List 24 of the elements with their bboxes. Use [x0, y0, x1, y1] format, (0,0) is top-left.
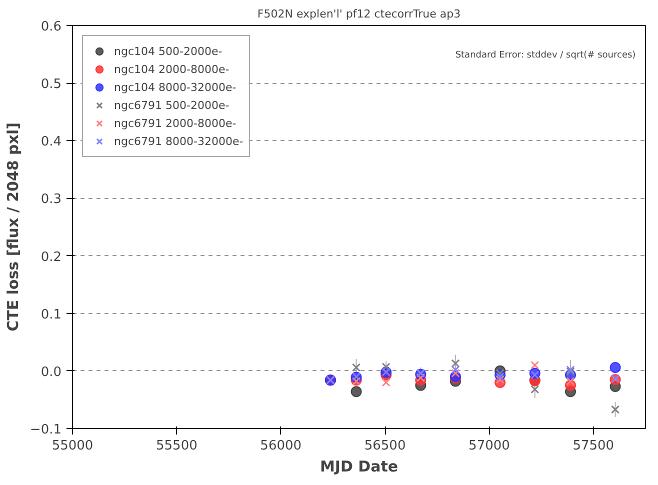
- y-tick-label: 0.1: [40, 307, 62, 322]
- y-tick-label: 0.3: [40, 192, 62, 208]
- legend-label: ngc104 8000-32000e-: [114, 80, 236, 96]
- legend-label: ngc6791 8000-32000e-: [114, 134, 244, 150]
- x-tick-label: 57500: [572, 438, 614, 454]
- y-tick-label: 0.0: [40, 364, 62, 380]
- x-axis-title: MJD Date: [320, 458, 398, 476]
- y-tick-label: 0.4: [40, 134, 62, 150]
- x-tick-label: 55500: [156, 438, 198, 454]
- x-tick-label: 56500: [364, 438, 406, 454]
- y-axis-title: CTE loss [flux / 2048 pxl]: [4, 122, 22, 332]
- annotation: Standard Error: stddev / sqrt(# sources): [455, 50, 636, 60]
- legend-label: ngc104 2000-8000e-: [114, 62, 230, 78]
- chart-title: F502N explen'l' pf12 ctecorrTrue ap3: [257, 8, 461, 20]
- x-tick-label: 56000: [260, 438, 302, 454]
- x-tick-label: 57000: [468, 438, 510, 454]
- x-tick-label: 55000: [52, 438, 94, 454]
- y-tick-label: 0.6: [40, 20, 62, 34]
- y-tick-label: 0.5: [40, 77, 62, 92]
- y-tick-label: −0.1: [30, 422, 62, 438]
- y-tick-label: 0.2: [40, 250, 62, 265]
- legend-label: ngc6791 2000-8000e-: [114, 116, 236, 132]
- legend-label: ngc6791 500-2000e-: [114, 98, 230, 114]
- legend-label: ngc104 500-2000e-: [114, 44, 222, 60]
